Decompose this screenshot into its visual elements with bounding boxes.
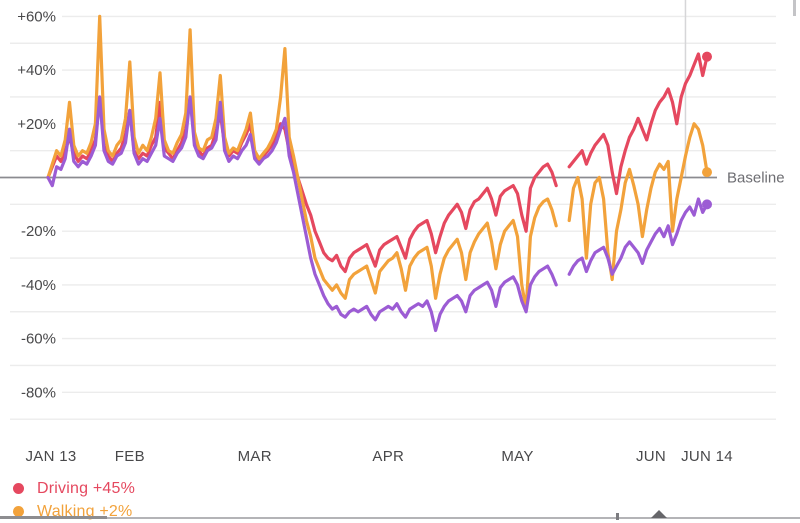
x-axis-tick-label: MAR [238, 448, 272, 465]
y-axis-tick-label: -60% [21, 331, 56, 348]
legend-dot-driving [13, 483, 24, 494]
bottom-divider [0, 517, 800, 519]
legend-dot-walking [13, 506, 24, 517]
legend-label-walking: Walking +2% [37, 502, 133, 520]
legend-item-walking: Walking +2% [10, 500, 135, 523]
y-axis-tick-label: +20% [17, 116, 56, 133]
legend-item-driving: Driving +45% [10, 477, 135, 500]
y-axis-tick-label: -80% [21, 384, 56, 401]
series-line-purple-series [46, 95, 709, 333]
bottom-divider-tick [616, 513, 619, 520]
y-axis-tick-label: +40% [17, 62, 56, 79]
resize-caret-icon[interactable] [651, 510, 667, 518]
x-axis-tick-label: JAN 13 [26, 448, 77, 465]
series-end-dot-walking [702, 167, 712, 178]
x-axis-tick-label: MAY [501, 448, 533, 465]
series-line-walking [46, 14, 709, 311]
y-axis-tick-label: -20% [21, 223, 56, 240]
series-end-dot-driving [702, 51, 712, 62]
baseline-label: Baseline [727, 170, 785, 187]
y-axis-tick-label: -40% [21, 277, 56, 294]
x-axis-tick-label: JUN 14 [681, 448, 733, 465]
x-axis-tick-label: FEB [115, 448, 145, 465]
legend: Driving +45% Walking +2% [10, 477, 135, 523]
x-axis-tick-label: APR [372, 448, 404, 465]
x-axis-tick-label: JUN [636, 448, 666, 465]
bottom-divider-left-segment [0, 516, 107, 519]
y-axis-tick-label: +60% [17, 8, 56, 25]
scrollbar-thumb[interactable] [793, 0, 796, 16]
series-end-dot-purple-series [702, 199, 712, 210]
legend-label-driving: Driving +45% [37, 479, 136, 497]
